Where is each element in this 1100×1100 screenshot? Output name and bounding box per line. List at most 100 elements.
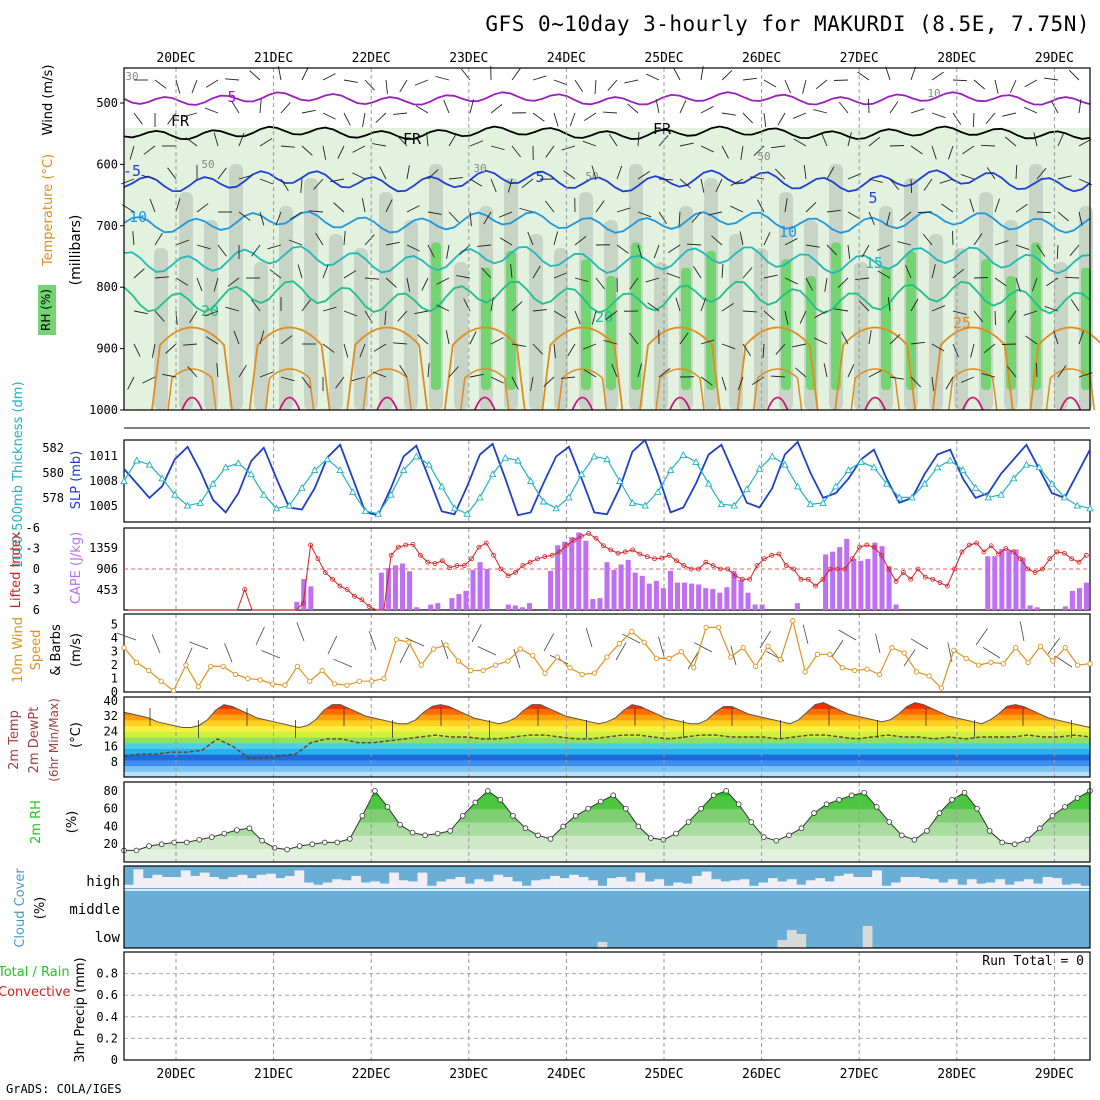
wind-barb [889,101,899,114]
thickness-marker [260,490,268,498]
rh-marker [873,804,880,810]
wind-barb [923,178,933,191]
cape-bar [837,547,843,610]
wind-barb [847,211,861,220]
wind-barb-10m [621,633,641,644]
wind-barb [730,205,744,213]
high-cloud-gap [1042,877,1053,888]
rh-marker [259,837,265,844]
wind-barb [1068,69,1080,81]
cross-legend-rh: RH (%) [39,289,53,331]
lifted-index-marker [417,552,423,558]
precip-tick-label: 0.2 [96,1031,118,1045]
high-cloud-gap [256,874,267,888]
wind-barb [280,376,295,382]
rh-dark-column [581,259,591,390]
rh-marker [773,837,780,844]
cape-tick-label: 453 [96,583,118,597]
wind-barb [469,211,472,226]
wind-barb-10m [615,642,627,661]
lifted-index-marker [344,587,350,592]
thickness-marker [310,466,319,474]
high-cloud-gap [322,882,333,888]
cape-bar [308,586,314,610]
thickness-marker [272,504,281,512]
cape-bar [660,588,666,610]
wind-barb [183,112,198,118]
wind-barb [406,205,420,213]
wind-barb [603,339,618,345]
wind-barb [469,373,484,378]
thickness-marker [539,497,548,505]
wind-barb [784,79,791,94]
lifted-index-tick-label: -3 [26,542,40,556]
lifted-index-marker [622,549,628,555]
wind-barb [421,277,429,291]
wind-barb [406,244,420,252]
cape-bar [456,594,462,610]
wind-barb [666,272,681,279]
wind-barb [330,178,345,183]
wind-barb [532,265,541,279]
wind-barb [608,134,618,147]
lifted-index-marker [520,563,526,568]
wind-tick-label: 0 [111,685,118,699]
lifted-index-marker [761,556,767,562]
wind-barb [1002,112,1017,117]
wind-barb [763,310,775,321]
wind-barb [889,178,900,191]
wind-barb [511,68,521,81]
wind-barb [315,232,324,246]
high-cloud-gap [843,873,854,888]
high-cloud-gap [673,882,684,888]
rh-marker [183,839,190,846]
wind-barb [834,308,849,312]
wind-barb-10m [875,633,881,654]
lifted-index-marker [366,604,372,609]
wind-barb [149,198,156,213]
pressure-tick-label: 600 [96,157,118,171]
wind-barb [521,178,534,188]
cape-bar [879,546,885,610]
wind-barb [700,106,714,114]
wind-barb [679,142,694,147]
lifted-index-marker [644,554,650,560]
wind-barb [740,145,744,160]
high-cloud-gap [493,874,504,888]
cape-bar [625,559,631,610]
wind-speed-marker [988,659,994,666]
wind-barb [994,79,999,94]
wind-barb [233,330,240,345]
wind-speed-marker [852,667,858,674]
slp-tick-label: 1011 [89,449,118,463]
high-cloud-gap [966,879,977,888]
high-cloud-gap [654,879,665,888]
wind-barb [553,79,568,86]
lifted-index-marker [974,540,979,546]
rh-marker [648,835,654,841]
wind-speed-marker [232,671,239,678]
temp-arch-30 [639,326,721,411]
wind-barb [436,277,450,285]
wind-barb-10m [658,636,665,657]
wind-barb [637,363,643,378]
rh-marker [384,804,391,810]
high-cloud-gap [1080,885,1091,888]
wind-barb [805,201,817,213]
rh-marker [685,819,692,825]
temp-line [123,702,1091,729]
wind-barb [708,211,723,216]
wind-barb [469,331,477,345]
wind-barb [384,310,387,325]
cross-ylabel: (millibars) [68,215,84,286]
temp-ylabel-2: 2m DewPt [27,707,42,774]
cape-bar [519,607,525,610]
wind-barb [885,66,891,81]
wind-barb [994,277,1007,287]
wind-barb [527,231,534,246]
temp-tick-label: 24 [104,724,118,738]
wind-speed-marker [616,640,623,647]
wind-barb [352,172,366,180]
wind-speed-marker [530,653,536,659]
wind-barb [931,343,945,352]
